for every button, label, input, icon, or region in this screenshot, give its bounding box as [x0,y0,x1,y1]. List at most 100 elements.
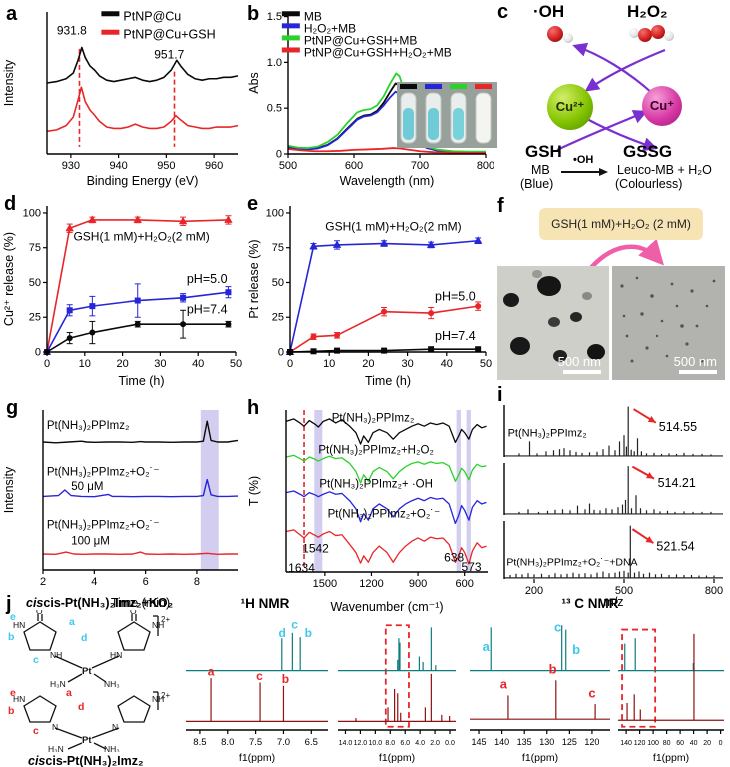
svg-text:pH=7.4: pH=7.4 [187,303,228,317]
ammine-1b: NH₃ [104,679,120,688]
redox-cycle-art [547,25,674,152]
svg-text:Pt(NH₃)₂PPImz₂+O₂˙⁻+DNA: Pt(NH₃)₂PPImz₂+O₂˙⁻+DNA [506,557,637,569]
svg-text:Pt(NH₃)₂PPImz₂: Pt(NH₃)₂PPImz₂ [47,420,130,432]
label-a-2: a [66,688,72,699]
svg-text:b: b [305,626,312,640]
svg-text:50: 50 [272,277,284,289]
svg-text:10.0: 10.0 [369,740,383,747]
top-complex-name: ciscis-Pt(NH₃)₂Imz₂+KO₂ [26,596,174,610]
panel-f: f GSH(1 mM)+H₂O₂ (2 mM) 500 nm 500 nm [495,190,730,390]
svg-text:0.0: 0.0 [445,740,455,747]
svg-text:Pt(NH₃)₂PPImz₂: Pt(NH₃)₂PPImz₂ [508,428,587,440]
svg-text:125: 125 [562,737,577,747]
svg-text:0: 0 [287,358,293,370]
svg-text:pH=5.0: pH=5.0 [187,272,228,286]
xps-spectrum-chart: 930 940 950 960 Binding Energy (eV) Intensity… [2,9,239,188]
svg-text:1542: 1542 [302,542,329,556]
svg-text:25: 25 [29,312,41,324]
h1-nmr-full-chart: 14.0 12.0 10.0 8.0 6.0 4.0 2.0 0.0 f1(ppm) [338,624,456,764]
svg-text:2.0: 2.0 [430,740,440,747]
svg-text:951.7: 951.7 [154,48,184,62]
svg-text:1200: 1200 [359,578,383,590]
panel-c: c ·OH H₂O₂ Cu²⁺ Cu⁺ GSH GSSG [495,0,730,191]
svg-text:8.0: 8.0 [221,737,234,748]
svg-text:140: 140 [494,737,509,747]
svg-text:Pt(NH₃)₂PPImz₂+H₂O₂: Pt(NH₃)₂PPImz₂+H₂O₂ [318,445,434,457]
coord-n-1: NH [50,650,62,660]
svg-text:Pt(NH₃)₂PPImz₂+O₂˙⁻: Pt(NH₃)₂PPImz₂+O₂˙⁻ [47,519,160,531]
ammine-2a: H₃N [48,744,64,752]
svg-text:514.55: 514.55 [659,420,697,434]
svg-text:4.0: 4.0 [415,740,425,747]
svg-text:PtNP@Cu: PtNP@Cu [123,9,181,23]
svg-text:Pt(NH₃)₂PPImz₂+O₂˙⁻: Pt(NH₃)₂PPImz₂+O₂˙⁻ [328,509,441,521]
svg-text:50: 50 [480,358,492,370]
hydroxyl-radical-label: ·OH [533,2,565,21]
tem-image-after: 500 nm [612,266,725,380]
svg-text:Pt(NH₃)₂PPImz₂: Pt(NH₃)₂PPImz₂ [332,412,415,424]
svg-text:20: 20 [116,358,128,370]
c13-nmr-title: ¹³ C NMR [561,596,619,611]
svg-text:0: 0 [276,149,282,161]
svg-text:0: 0 [278,347,284,359]
svg-text:Wavenumber (cm⁻¹): Wavenumber (cm⁻¹) [330,600,443,614]
hn-atom-3: HN [13,694,25,704]
pink-transform-arrow [587,240,664,272]
mass-spectrum-3: 200 500 800 m/z Pt(NH₃)₂PPImz₂+O₂˙⁻+DNA 521.5… [503,521,723,609]
panel-g-letter: g [6,397,19,419]
svg-text:1500: 1500 [313,578,337,590]
svg-text:0: 0 [35,347,41,359]
svg-text:a: a [500,677,508,692]
panel-a-letter: a [6,3,18,25]
cu1-label: Cu⁺ [649,98,675,113]
panel-a: a 930 940 950 960 Binding Energy (eV) Intensi… [0,0,245,190]
svg-text:900: 900 [409,578,427,590]
svg-text:75: 75 [29,242,41,254]
oh-oxygen-sphere [547,26,563,42]
svg-text:7.0: 7.0 [277,737,290,748]
svg-text:130: 130 [539,737,554,747]
scale-bar-right [679,370,717,374]
h1-nmr-title: ¹H NMR [240,596,290,611]
scale-bar-label-right: 500 nm [674,354,717,369]
svg-text:120: 120 [634,740,646,747]
mass-spectrum-1: Pt(NH₃)₂PPImz₂ 514.55 [503,405,723,457]
panel-h-letter: h [247,397,260,419]
svg-text:0: 0 [719,740,723,747]
panel-i: i Pt(NH₃)₂PPImz₂ 514.55 514.21 200 500 800 m… [495,385,730,613]
svg-text:10: 10 [323,358,335,370]
ammine-1a: H₃N [50,679,66,688]
svg-text:600: 600 [345,160,363,172]
svg-text:30: 30 [154,358,166,370]
svg-text:a: a [483,639,491,654]
panel-j: j ¹H NMR ¹³ C NMR ciscis-Pt(NH₃)₂Imz₂+KO… [0,592,730,767]
svg-text:f1(ppm): f1(ppm) [522,752,558,764]
svg-text:Time (min): Time (min) [111,596,170,610]
cu2-label: Cu²⁺ [555,99,585,114]
svg-text:b: b [549,662,557,677]
svg-text:Cu²⁺ release (%): Cu²⁺ release (%) [2,232,16,326]
ftir-spectra-chart: 1500 1200 900 600 Wavenumber (cm⁻¹) T (%) Pt(N… [247,410,488,614]
svg-text:500: 500 [279,160,297,172]
label-b-1: b [8,631,14,643]
svg-text:12.0: 12.0 [354,740,368,747]
svg-text:pH=5.0: pH=5.0 [435,290,476,304]
svg-text:6.5: 6.5 [305,737,318,748]
pt-center-1: Pt [82,666,92,677]
mass-spectrum-2: 514.21 [503,463,723,515]
svg-text:GSH(1 mM)+H₂O₂(2 mM): GSH(1 mM)+H₂O₂(2 mM) [325,219,461,233]
o-atom-1: O [36,610,43,616]
svg-text:d: d [278,626,285,640]
top-complex-name-text: cis-Pt(NH₃)₂Imz₂+KO₂ [43,596,174,610]
panel-d-letter: d [4,193,17,215]
svg-text:GSH(1 mM)+H₂O₂(2 mM): GSH(1 mM)+H₂O₂(2 mM) [73,230,209,244]
cu2-sphere: Cu²⁺ [547,84,593,130]
svg-text:H₂O₂+MB: H₂O₂+MB [304,21,356,35]
svg-text:25: 25 [272,312,284,324]
svg-text:Abs: Abs [247,72,261,94]
imidazole-structure: HN NH N N Pt H₃N NH₃ 2+ e a d b c [8,688,170,752]
coord-n-4: N [112,722,118,732]
svg-text:1.0: 1.0 [267,57,282,69]
